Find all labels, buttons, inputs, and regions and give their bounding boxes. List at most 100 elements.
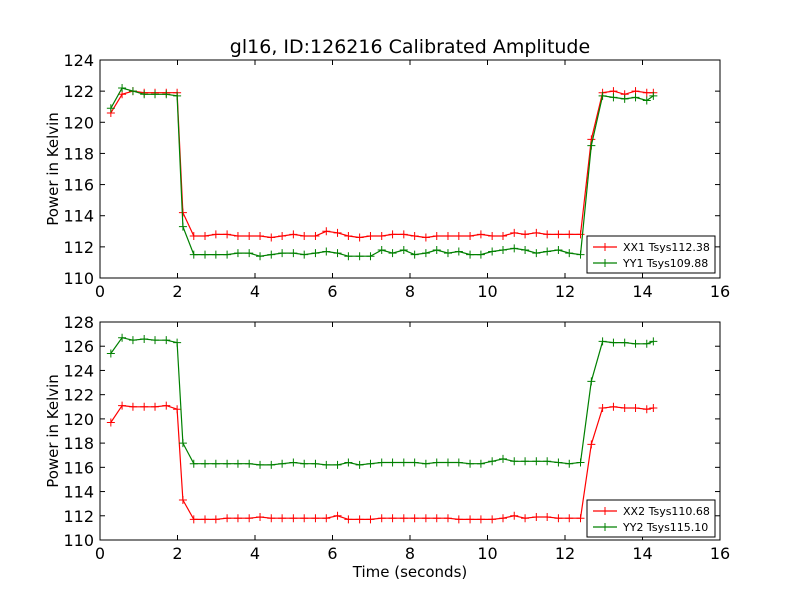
bottom-series-1-point (322, 460, 331, 469)
top-x-tick-label: 12 (555, 282, 575, 301)
bottom-series-0-point (278, 514, 287, 523)
bottom-y-tick-label: 112 (63, 507, 94, 526)
bottom-series-1-point (344, 458, 353, 467)
bottom-x-tick-label: 14 (632, 544, 652, 563)
bottom-series-0-point (576, 514, 585, 523)
bottom-series-1-point (189, 459, 198, 468)
bottom-series-1-point (499, 454, 507, 463)
top-series-0-point (245, 231, 254, 240)
bottom-y-tick-label: 126 (63, 337, 94, 356)
bottom-legend-marker-0 (601, 507, 609, 515)
top-series-0-point (466, 231, 475, 240)
top-x-tick-label: 8 (405, 282, 415, 301)
bottom-x-tick-label: 2 (172, 544, 182, 563)
bottom-series-0-point (173, 405, 182, 414)
top-series-0-point (355, 233, 364, 242)
bottom-legend-box (586, 499, 716, 538)
top-series-1-point (554, 245, 563, 254)
bottom-series-0-point (140, 402, 149, 411)
top-series-0-point (521, 230, 530, 239)
top-series-0-point (443, 231, 452, 240)
bottom-series-0-point (388, 514, 397, 523)
top-series-1-point (140, 90, 149, 99)
bottom-series-1-point (543, 457, 552, 466)
top-series-0-point (565, 230, 574, 239)
top-series-1-point (233, 249, 242, 258)
top-x-tick-label: 6 (327, 282, 337, 301)
bottom-series-0-point (311, 514, 320, 523)
bottom-series-1-point (521, 457, 530, 466)
top-series-0-point (333, 228, 342, 237)
top-x-tick-label: 0 (95, 282, 105, 301)
bottom-x-tick-label: 8 (405, 544, 415, 563)
bottom-series-1-point (598, 337, 607, 346)
bottom-series-0-point (488, 515, 497, 524)
bottom-series-1-point (466, 459, 475, 468)
top-series-0-point (421, 233, 430, 242)
top-series-0-point (399, 230, 408, 239)
bottom-series-1-point (488, 457, 497, 466)
top-series-0-point (576, 230, 585, 239)
bottom-series-0-point (211, 515, 220, 524)
top-series-0-point (289, 230, 298, 239)
top-series-0-point (454, 231, 463, 240)
top-x-tick-label: 2 (172, 282, 182, 301)
top-legend: XX1 Tsys112.38 YY1 Tsys109.88 (586, 235, 716, 274)
top-series-1-point (344, 252, 353, 261)
bottom-series-1-point (128, 336, 137, 345)
top-series-1-point (289, 249, 298, 258)
bottom-series-0-point (587, 440, 596, 449)
bottom-series-1-point (609, 338, 618, 347)
bottom-series-0-point (421, 514, 430, 523)
bottom-series-1-point (278, 459, 287, 468)
bottom-series-1-point (587, 377, 596, 386)
bottom-series-0-point (256, 512, 265, 521)
top-series-1-point (377, 245, 386, 254)
bottom-series-0-point (443, 514, 452, 523)
bottom-series-0-point (510, 511, 519, 520)
bottom-y-tick-label: 114 (63, 483, 94, 502)
bottom-series-0-point (300, 514, 309, 523)
top-series-1-point (178, 222, 187, 231)
bottom-series-0-point (118, 401, 127, 410)
top-series-1-point (620, 94, 629, 103)
top-series-1-point (421, 249, 430, 258)
bottom-series-1-point (233, 459, 242, 468)
top-series-1-point (466, 250, 475, 259)
bottom-y-tick-label: 118 (63, 434, 94, 453)
bottom-series-1-point (333, 460, 342, 469)
top-series-1-point (128, 87, 137, 96)
bottom-series-1-point (532, 457, 541, 466)
top-x-tick-label: 10 (477, 282, 497, 301)
bottom-series-0-point (565, 514, 574, 523)
top-series-0-point (432, 231, 441, 240)
bottom-series-0-point (609, 402, 618, 411)
bottom-series-1-point (388, 458, 397, 467)
x-axis-label: Time (seconds) (352, 563, 468, 581)
top-series-1-point (488, 247, 497, 256)
bottom-series-1-point (421, 459, 430, 468)
bottom-series-1-point (476, 459, 485, 468)
top-series-1-point (189, 250, 198, 259)
top-series-0-point (388, 230, 397, 239)
bottom-series-0-point (355, 515, 364, 524)
bottom-subplot: Power in Kelvin Time (seconds) 0 2 4 6 8 10 12… (44, 313, 730, 581)
top-series-1-point (510, 244, 519, 253)
top-y-tick-label: 124 (63, 51, 94, 70)
top-series-1-point (642, 96, 651, 105)
bottom-series-0-point (178, 496, 187, 505)
bottom-series-1-point (510, 457, 519, 466)
top-series-1-point (388, 249, 397, 258)
bottom-x-tick-label: 0 (95, 544, 105, 563)
top-series-0-point (532, 228, 541, 237)
bottom-series-0-point (432, 514, 441, 523)
bottom-series-1-point (289, 458, 298, 467)
top-series-1-point (278, 249, 287, 258)
bottom-series-0-point (344, 515, 353, 524)
bottom-series-1-point (223, 459, 232, 468)
top-x-tick-label: 16 (710, 282, 730, 301)
bottom-series-1-point (311, 459, 320, 468)
top-series-0-point (499, 231, 507, 240)
top-series-1-point (631, 93, 640, 102)
